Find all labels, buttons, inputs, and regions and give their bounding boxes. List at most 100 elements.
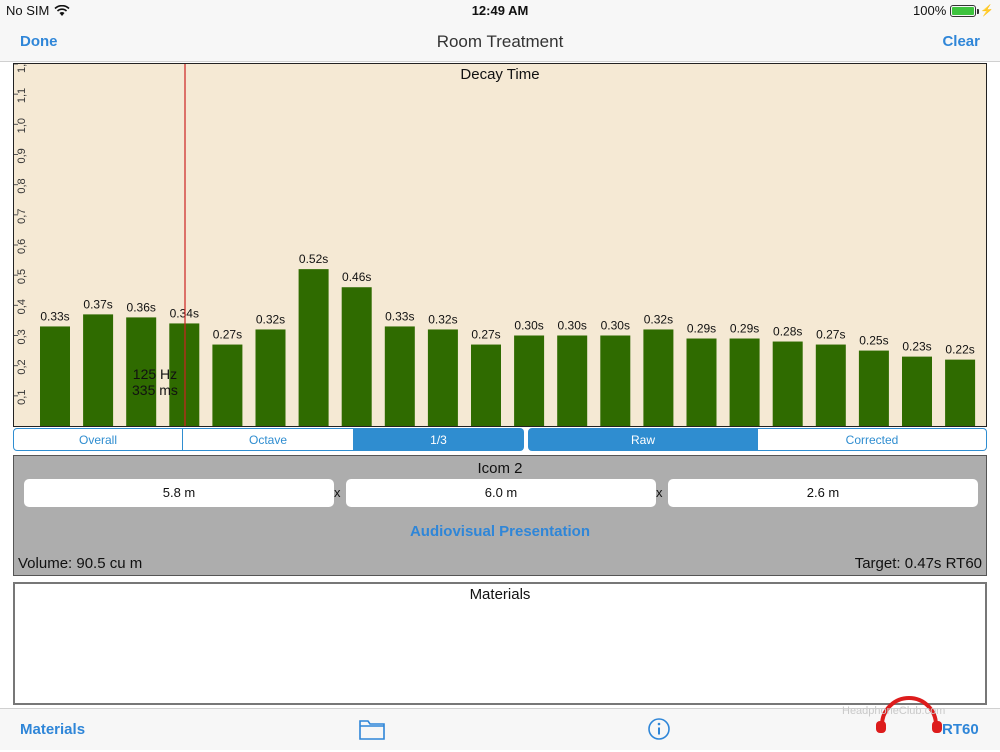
bar-value-label: 0.34s: [170, 306, 199, 320]
bar: [384, 326, 415, 426]
bar: [341, 287, 372, 426]
rt60-tab-button[interactable]: RT60: [942, 721, 979, 738]
y-tick-label: 0,3: [16, 329, 28, 344]
bar: [902, 356, 932, 426]
bar-value-label: 0.32s: [256, 312, 285, 326]
materials-tab-button[interactable]: Materials: [20, 721, 86, 738]
info-icon[interactable]: [647, 717, 671, 741]
materials-header: Materials: [469, 586, 531, 603]
bar: [40, 326, 70, 426]
chart-canvas: 0,1 0,2 0,3 0,4 0,5 0,6 0,7 0,8 0,9 1,0 1,1 1,2 0.33…: [14, 64, 976, 426]
y-tick-label: 0,4: [16, 299, 28, 314]
bar: [126, 317, 157, 426]
bar: [255, 329, 286, 426]
bar: [427, 329, 458, 426]
bar: [600, 335, 631, 426]
bar-value-label: 0.33s: [40, 309, 69, 323]
dimension-separator: x: [656, 485, 663, 500]
status-left: No SIM: [6, 3, 70, 18]
battery-icon: [950, 4, 980, 17]
bar-value-label: 0.22s: [945, 343, 974, 357]
bar: [298, 269, 329, 426]
bar-value-label: 0.52s: [299, 252, 328, 266]
room-type-button[interactable]: Audiovisual Presentation: [409, 523, 591, 540]
room-name[interactable]: Icom 2: [477, 460, 523, 477]
bar-value-label: 0.30s: [514, 319, 543, 333]
volume-label: Volume: 90.5 cu m: [18, 555, 143, 572]
wifi-icon: [54, 4, 70, 16]
navigation-bar: Done Room Treatment Clear: [0, 20, 1000, 62]
bar: [557, 335, 588, 426]
page-title: Room Treatment: [436, 32, 564, 51]
bottom-toolbar: Materials RT60 HeadphoneClub.com: [0, 696, 1000, 750]
bar: [471, 344, 501, 426]
room-height-field[interactable]: 2.6 m: [668, 479, 978, 507]
bar-value-label: 0.33s: [385, 309, 414, 323]
bar: [514, 335, 545, 426]
chart-title: Decay Time: [460, 66, 540, 83]
watermark-text: HeadphoneClub.com: [842, 705, 946, 717]
bar: [83, 314, 114, 426]
carrier-label: No SIM: [6, 3, 50, 18]
bar: [212, 344, 243, 426]
materials-panel[interactable]: Materials: [13, 582, 987, 705]
y-tick-label: 0,7: [16, 209, 28, 224]
bar: [945, 359, 976, 426]
bar: [772, 341, 803, 426]
y-tick-label: 0,1: [16, 390, 28, 405]
bar: [729, 338, 760, 426]
cursor-time: 335 ms: [132, 382, 178, 398]
y-tick-label: 1,1: [16, 88, 28, 103]
status-time: 12:49 AM: [471, 3, 529, 18]
bar-value-label: 0.32s: [428, 312, 457, 326]
cursor-frequency: 125 Hz: [132, 366, 178, 382]
y-tick-label: 0,5: [16, 269, 28, 284]
bar-value-label: 0.32s: [644, 312, 673, 326]
bar: [686, 338, 717, 426]
charging-icon: ⚡: [980, 5, 994, 17]
y-tick-label: 0,8: [16, 178, 28, 193]
view-segmented-control: Overall Octave 1/3 Raw Corrected: [13, 428, 987, 451]
target-label: Target: 0.47s RT60: [854, 555, 982, 572]
y-tick-label: 1,2: [16, 64, 28, 73]
status-right: 100% ⚡: [913, 3, 994, 18]
bar: [858, 350, 889, 426]
dimension-separator: x: [334, 485, 341, 500]
clear-button[interactable]: Clear: [942, 33, 980, 50]
done-button[interactable]: Done: [20, 33, 58, 50]
room-length-field[interactable]: 5.8 m: [24, 479, 334, 507]
segment-corrected[interactable]: Corrected: [758, 428, 987, 451]
room-width-field[interactable]: 6.0 m: [346, 479, 656, 507]
bar-value-label: 0.36s: [127, 300, 156, 314]
segment-overall[interactable]: Overall: [13, 428, 183, 451]
y-tick-label: 0,2: [16, 359, 28, 374]
bar-value-label: 0.27s: [816, 328, 845, 342]
folder-icon[interactable]: [358, 717, 386, 741]
headphone-logo: [876, 696, 942, 733]
bar-value-label: 0.28s: [773, 325, 802, 339]
cursor-readout: 125 Hz 335 ms: [132, 366, 178, 398]
segment-octave[interactable]: Octave: [183, 428, 354, 451]
bar-value-label: 0.27s: [213, 328, 242, 342]
status-bar: No SIM 12:49 AM 100% ⚡: [0, 0, 1000, 20]
y-tick-label: 0,9: [16, 148, 28, 163]
bar-value-label: 0.30s: [601, 319, 630, 333]
bar: [169, 323, 200, 426]
bar-value-label: 0.30s: [558, 319, 587, 333]
bar-value-label: 0.23s: [902, 340, 931, 354]
segment-third-octave[interactable]: 1/3: [354, 428, 524, 451]
bar-value-label: 0.29s: [687, 322, 716, 336]
bar-value-label: 0.37s: [83, 297, 112, 311]
decay-time-chart[interactable]: 0,1 0,2 0,3 0,4 0,5 0,6 0,7 0,8 0,9 1,0 1,1 1,2 0.33…: [13, 63, 987, 427]
bar-value-label: 0.29s: [730, 322, 759, 336]
watermark: HeadphoneClub.com: [842, 685, 992, 747]
bar-value-label: 0.46s: [342, 270, 371, 284]
y-tick-label: 1,0: [16, 118, 28, 133]
battery-percent: 100%: [913, 3, 947, 18]
y-tick-label: 0,6: [16, 239, 28, 254]
segment-raw[interactable]: Raw: [528, 428, 758, 451]
bar: [815, 344, 846, 426]
bar-value-label: 0.27s: [471, 328, 500, 342]
bar-value-label: 0.25s: [859, 334, 888, 348]
bar: [643, 329, 674, 426]
